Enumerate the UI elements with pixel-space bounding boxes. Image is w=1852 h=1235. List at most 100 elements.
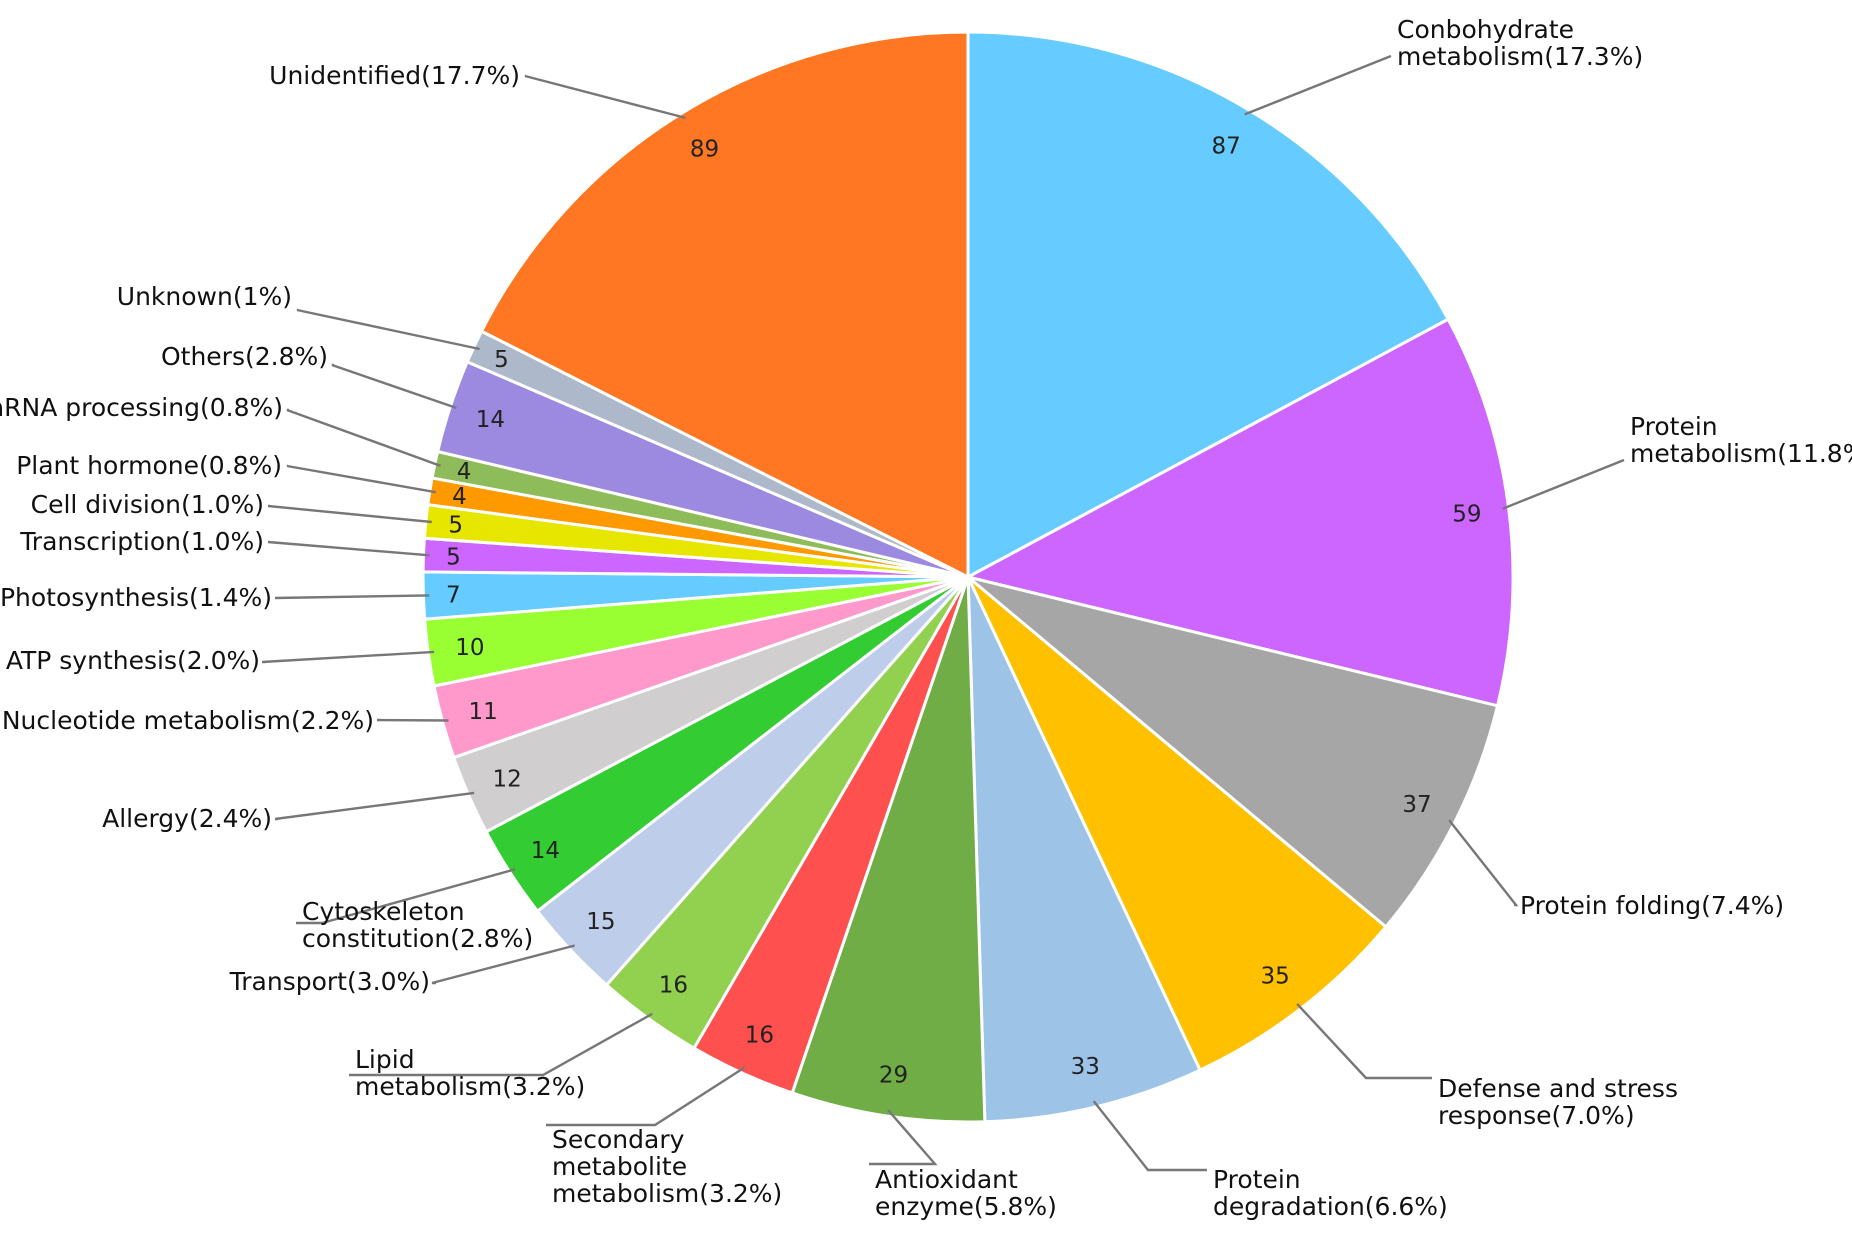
slice-category-label: Photosynthesis(1.4%): [0, 583, 272, 612]
leader-line: [1502, 458, 1625, 510]
slice-category-label-line: ATP synthesis(2.0%): [6, 646, 260, 675]
slice-value-label: 5: [446, 544, 461, 570]
slice-category-label-line: metabolite: [552, 1152, 687, 1181]
slice-category-label-line: mRNA processing(0.8%): [0, 393, 283, 422]
slice-value-label: 12: [492, 767, 521, 793]
slice-value-label: 14: [476, 407, 505, 433]
slice-category-label-line: constitution(2.8%): [302, 924, 533, 953]
leader-line: [267, 540, 430, 557]
pie-slice: [966, 575, 1500, 929]
slice-category-label-line: metabolism(17.3%): [1397, 42, 1643, 71]
slice-category-label-line: Secondary: [552, 1125, 685, 1154]
slice-category-label-line: Transcription(1.0%): [19, 527, 264, 556]
leader-line: [296, 308, 480, 351]
slice-category-label-line: Antioxidant: [875, 1165, 1018, 1194]
slice-category-label-line: metabolism(3.2%): [552, 1179, 782, 1208]
slice-category-label: Secondary metabolite metabolism(3.2%): [552, 1125, 782, 1208]
slice-category-label-line: Unidentified(17.7%): [269, 61, 520, 90]
slice-value-label: 16: [659, 973, 688, 999]
leader-line: [376, 718, 449, 722]
slice-category-label-line: metabolism(11.8%): [1630, 439, 1852, 468]
slice-category-label: Unknown(1%): [117, 282, 292, 311]
slice-category-label: Cytoskeleton constitution(2.8%): [302, 897, 533, 953]
slice-category-label-line: metabolism(3.2%): [355, 1072, 585, 1101]
slice-category-label: Transport(3.0%): [229, 967, 430, 996]
slice-value-label: 37: [1402, 792, 1431, 818]
slice-value-label: 59: [1452, 501, 1481, 527]
leader-line: [267, 504, 432, 524]
leader-line: [331, 363, 457, 410]
leader-line: [286, 464, 436, 494]
leader-line: [261, 650, 435, 664]
slice-value-label: 5: [448, 512, 463, 538]
pie-slice: [966, 575, 1202, 1124]
slice-category-label-line: enzyme(5.8%): [875, 1192, 1057, 1221]
slice-category-label-line: Unknown(1%): [117, 282, 292, 311]
slice-value-label: 89: [690, 137, 719, 163]
slice-category-label-line: Lipid: [355, 1045, 415, 1074]
slice-category-label-line: Cell division(1.0%): [31, 490, 264, 519]
slice-value-label: 33: [1071, 1054, 1100, 1080]
slice-category-label-line: Transport(3.0%): [229, 967, 430, 996]
slice-value-label: 14: [531, 838, 560, 864]
slice-value-label: 16: [745, 1023, 774, 1049]
leader-line: [274, 594, 430, 600]
slice-category-label: Allergy(2.4%): [102, 804, 272, 833]
slice-category-label: Lipid metabolism(3.2%): [355, 1045, 585, 1101]
slice-category-label: Defense and stress response(7.0%): [1438, 1074, 1678, 1130]
slice-value-label: 29: [879, 1062, 908, 1088]
slice-category-label-line: Protein folding(7.4%): [1520, 891, 1784, 920]
slice-category-label: Transcription(1.0%): [19, 527, 264, 556]
pie-slice: [480, 30, 970, 579]
leader-line: [286, 408, 442, 468]
slice-value-label: 10: [455, 635, 484, 661]
slice-category-label-line: Plant hormone(0.8%): [16, 451, 282, 480]
slice-category-label-line: Others(2.8%): [161, 342, 328, 371]
leader-line: [524, 74, 686, 120]
pie-slice: [790, 575, 987, 1124]
slice-category-label-line: Allergy(2.4%): [102, 804, 272, 833]
slice-category-label: Protein degradation(6.6%): [1213, 1165, 1448, 1221]
leader-line: [296, 868, 516, 925]
leader-line: [869, 1109, 938, 1166]
slice-category-label-line: degradation(6.6%): [1213, 1192, 1448, 1221]
slice-category-label: Protein metabolism(11.8%): [1630, 412, 1852, 468]
slice-category-label: Plant hormone(0.8%): [16, 451, 282, 480]
slice-category-label: ATP synthesis(2.0%): [6, 646, 260, 675]
slice-value-label: 4: [457, 459, 472, 485]
slice-category-label-line: Nucleotide metabolism(2.2%): [2, 706, 374, 735]
slice-value-label: 35: [1260, 963, 1289, 989]
slice-category-label: Others(2.8%): [161, 342, 328, 371]
slice-category-label: Cell division(1.0%): [31, 490, 264, 519]
slice-value-label: 5: [494, 347, 509, 373]
leader-line: [546, 1066, 746, 1127]
leader-line: [1092, 1100, 1207, 1172]
slice-category-label-line: Defense and stress: [1438, 1074, 1678, 1103]
slice-category-label-line: Cytoskeleton: [302, 897, 465, 926]
leader-lines: [261, 54, 1625, 1172]
pie-slice: [966, 30, 1450, 579]
slice-category-label-line: Photosynthesis(1.4%): [0, 583, 272, 612]
pie-slices: [421, 30, 1515, 1124]
slice-category-label-line: Protein: [1213, 1165, 1301, 1194]
slice-category-label-line: Conbohydrate: [1397, 15, 1574, 44]
slice-value-label: 15: [586, 909, 615, 935]
slice-category-label: Nucleotide metabolism(2.2%): [2, 706, 374, 735]
leader-line: [431, 944, 576, 985]
slice-value-label: 11: [469, 699, 498, 725]
slice-category-label: Antioxidant enzyme(5.8%): [875, 1165, 1057, 1221]
leader-line: [274, 791, 475, 821]
slice-category-label-line: response(7.0%): [1438, 1101, 1635, 1130]
category-labels: Conbohydrate metabolism(17.3%)Protein meta…: [0, 15, 1852, 1221]
leader-line: [1244, 54, 1392, 116]
slice-category-label: Unidentified(17.7%): [269, 61, 520, 90]
slice-category-label: Conbohydrate metabolism(17.3%): [1397, 15, 1643, 71]
slice-value-label: 7: [446, 583, 461, 609]
leader-line: [349, 1012, 653, 1077]
slice-category-label: mRNA processing(0.8%): [0, 393, 283, 422]
leader-line: [1296, 1003, 1432, 1080]
slice-category-label-line: Protein: [1630, 412, 1718, 441]
slice-category-label: Protein folding(7.4%): [1520, 891, 1784, 920]
